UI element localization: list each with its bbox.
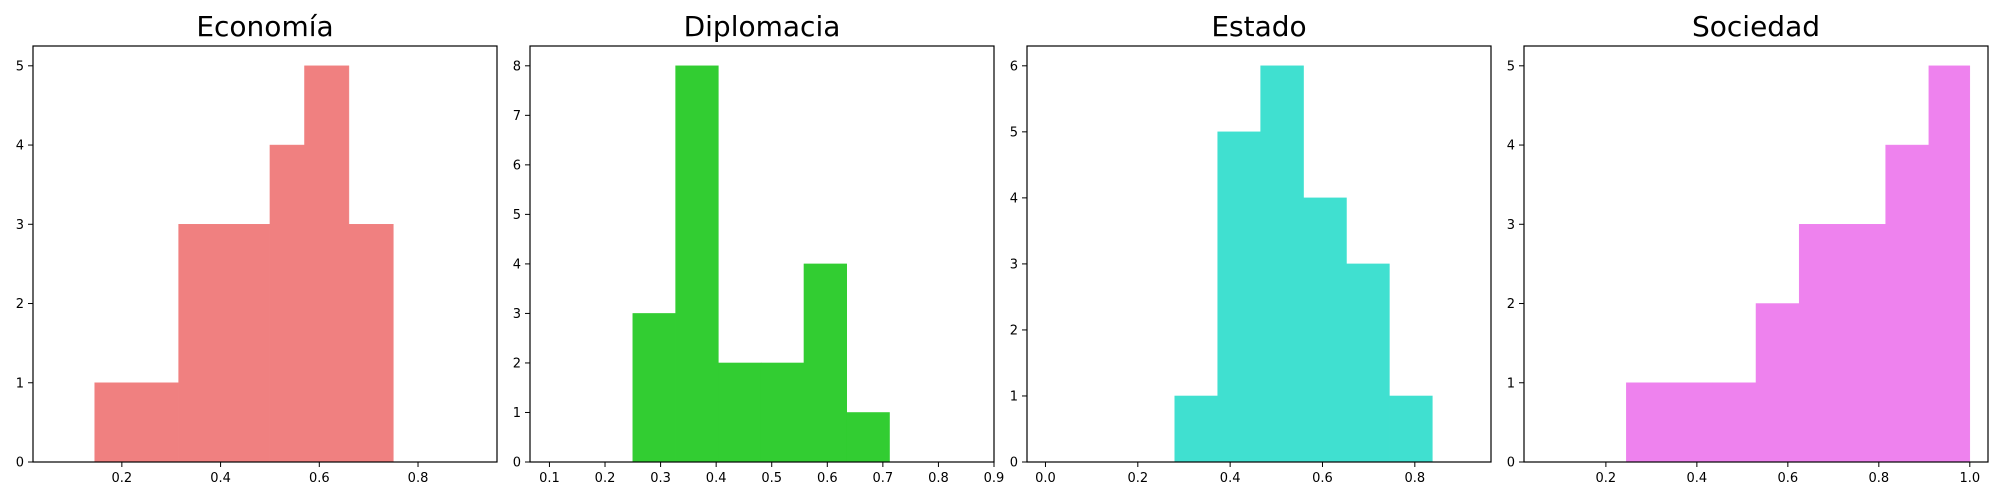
histogram-bar (1626, 382, 1670, 463)
chart-panel-3: 0.0 0.2 0.4 0.6 0.8 0 1 2 3 4 5 6 Estado (1010, 10, 1492, 486)
x-tick-label: 0.2 (112, 471, 133, 486)
y-tick-label: 1 (1507, 376, 1515, 391)
y-tick-label: 0 (1507, 456, 1515, 471)
histogram-bar (675, 65, 719, 463)
x-tick-label: 0.0 (1035, 471, 1056, 486)
x-tick-label: 0.8 (1404, 471, 1425, 486)
y-tick-label: 5 (1507, 59, 1515, 74)
x-tick-label: 0.2 (595, 471, 616, 486)
x-tick-label: 0.6 (1777, 471, 1798, 486)
x-tick-label: 0.9 (984, 471, 1005, 486)
histogram-bar (136, 382, 179, 463)
histogram-bar (1755, 303, 1800, 463)
histogram-bar (1712, 382, 1757, 463)
y-tick-label: 1 (513, 406, 521, 421)
histogram-bar (1842, 224, 1886, 463)
y-tick-label: 6 (1010, 59, 1018, 74)
histogram-bar (846, 412, 890, 463)
x-tick-label: 0.5 (761, 471, 782, 486)
y-tick-label: 8 (513, 59, 521, 74)
y-tick-label: 6 (513, 158, 521, 173)
histogram-bar (304, 65, 350, 463)
histogram-bar (178, 224, 221, 463)
y-tick-label: 3 (16, 218, 24, 233)
y-tick-label: 4 (1010, 191, 1018, 206)
y-tick-label: 3 (1010, 257, 1018, 272)
chart-panel-2: 0.1 0.2 0.3 0.4 0.5 0.6 0.7 0.8 0.9 0 1 2 3 4 5 6 7 8 Dipl… (513, 10, 1005, 486)
histogram-bar (269, 144, 305, 463)
x-tick-label: 0.1 (539, 471, 560, 486)
y-tick-label: 1 (1010, 389, 1018, 404)
x-tick-label: 0.6 (309, 471, 330, 486)
x-tick-label: 0.4 (1220, 471, 1241, 486)
y-tick-label: 4 (513, 257, 521, 272)
histogram-bar (1389, 395, 1433, 463)
histogram-bar (632, 313, 676, 463)
x-tick-label: 0.7 (873, 471, 894, 486)
histogram-bar (220, 224, 271, 463)
plot-frame (529, 45, 995, 463)
histogram-bar (760, 362, 805, 463)
histogram-bar (1928, 65, 1971, 463)
x-tick-label: 0.3 (650, 471, 671, 486)
y-tick-label: 2 (513, 356, 521, 371)
chart-title: Economía (196, 10, 333, 43)
histogram-bar (1174, 395, 1218, 463)
chart-panel-4: 0.2 0.4 0.6 0.8 1.0 0 1 2 3 4 5 Sociedad (1507, 10, 1989, 486)
y-tick-label: 2 (1507, 297, 1515, 312)
y-tick-label: 0 (16, 456, 24, 471)
histogram-bar (1885, 144, 1930, 463)
y-tick-label: 2 (1010, 323, 1018, 338)
y-tick-label: 4 (1507, 139, 1515, 154)
chart-title: Estado (1211, 10, 1306, 43)
y-tick-label: 2 (16, 297, 24, 312)
y-tick-label: 5 (16, 59, 24, 74)
chart-panel-1: 0.2 0.4 0.6 0.8 0 1 2 3 4 5 Economía (16, 10, 498, 486)
x-tick-label: 0.4 (1687, 471, 1708, 486)
y-tick-label: 3 (513, 307, 521, 322)
y-tick-label: 5 (1010, 125, 1018, 140)
histogram-bar (94, 382, 137, 463)
histogram-bar (348, 224, 394, 463)
plot-frame (32, 45, 498, 463)
y-tick-label: 5 (513, 208, 521, 223)
chart-title: Sociedad (1692, 10, 1820, 43)
y-tick-label: 3 (1507, 218, 1515, 233)
histogram-bar (803, 263, 847, 463)
x-tick-label: 0.6 (817, 471, 838, 486)
x-tick-label: 0.2 (1127, 471, 1148, 486)
histogram-bar (718, 362, 762, 463)
x-tick-label: 0.4 (706, 471, 727, 486)
histogram-bar (1669, 382, 1714, 463)
x-tick-label: 0.2 (1596, 471, 1617, 486)
x-tick-label: 0.6 (1312, 471, 1333, 486)
histogram-bar (1303, 197, 1347, 463)
histogram-bar (1217, 131, 1261, 463)
x-tick-label: 1.0 (1959, 471, 1980, 486)
histogram-bar (1346, 263, 1390, 463)
x-tick-label: 0.8 (928, 471, 949, 486)
y-tick-label: 0 (513, 456, 521, 471)
chart-title: Diplomacia (684, 10, 841, 43)
y-tick-label: 7 (513, 109, 521, 124)
plot-frame (1026, 45, 1492, 463)
plot-frame (1523, 45, 1989, 463)
y-tick-label: 4 (16, 139, 24, 154)
y-tick-label: 0 (1010, 456, 1018, 471)
x-tick-label: 0.4 (210, 471, 231, 486)
histogram-bar (1798, 224, 1843, 463)
histogram-bar (1260, 65, 1304, 463)
y-tick-label: 1 (16, 376, 24, 391)
x-tick-label: 0.8 (408, 471, 429, 486)
x-tick-label: 0.8 (1868, 471, 1889, 486)
